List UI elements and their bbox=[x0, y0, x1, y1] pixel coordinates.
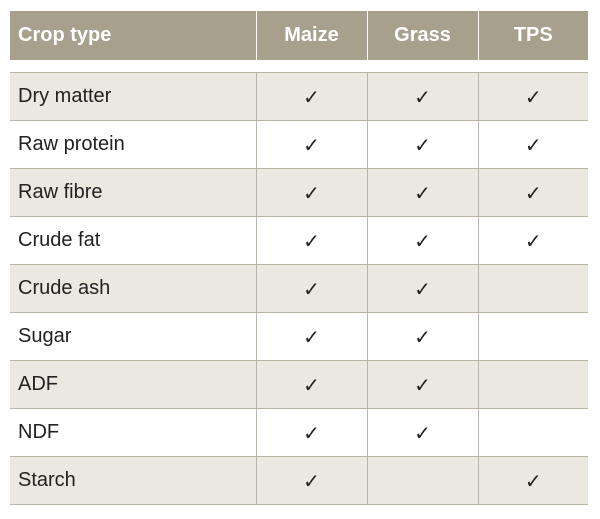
table-row: ADF ✓ ✓ bbox=[10, 360, 588, 409]
tps-check-icon bbox=[478, 312, 588, 361]
table-row: Raw protein ✓ ✓ ✓ bbox=[10, 120, 588, 169]
maize-check-icon: ✓ bbox=[256, 360, 368, 409]
tps-check-icon bbox=[478, 408, 588, 457]
grass-check-icon: ✓ bbox=[367, 360, 479, 409]
table-row: Crude fat ✓ ✓ ✓ bbox=[10, 216, 588, 265]
grass-check-icon: ✓ bbox=[367, 168, 479, 217]
row-label: Raw protein bbox=[10, 120, 257, 169]
grass-check-icon: ✓ bbox=[367, 408, 479, 457]
tps-check-icon: ✓ bbox=[478, 72, 588, 121]
row-label: ADF bbox=[10, 360, 257, 409]
maize-check-icon: ✓ bbox=[256, 216, 368, 265]
crop-analysis-table-wrapper: Crop type Maize Grass TPS Dry matter ✓ ✓ ✓ R… bbox=[10, 11, 588, 505]
maize-check-icon: ✓ bbox=[256, 120, 368, 169]
header-spacer bbox=[10, 60, 588, 73]
row-label: Starch bbox=[10, 456, 257, 505]
row-label: Sugar bbox=[10, 312, 257, 361]
header-tps: TPS bbox=[478, 11, 588, 60]
table-body: Dry matter ✓ ✓ ✓ Raw protein ✓ ✓ ✓ Raw fibre ✓ ✓ ✓ C… bbox=[10, 60, 588, 505]
grass-check-icon bbox=[367, 456, 479, 505]
grass-check-icon: ✓ bbox=[367, 120, 479, 169]
table-row: Dry matter ✓ ✓ ✓ bbox=[10, 72, 588, 121]
tps-check-icon bbox=[478, 264, 588, 313]
grass-check-icon: ✓ bbox=[367, 264, 479, 313]
row-label: Crude fat bbox=[10, 216, 257, 265]
tps-check-icon: ✓ bbox=[478, 120, 588, 169]
table-header: Crop type Maize Grass TPS bbox=[10, 11, 588, 60]
maize-check-icon: ✓ bbox=[256, 456, 368, 505]
tps-check-icon: ✓ bbox=[478, 168, 588, 217]
maize-check-icon: ✓ bbox=[256, 408, 368, 457]
maize-check-icon: ✓ bbox=[256, 264, 368, 313]
row-label: Dry matter bbox=[10, 72, 257, 121]
table-row: Raw fibre ✓ ✓ ✓ bbox=[10, 168, 588, 217]
row-label: Raw fibre bbox=[10, 168, 257, 217]
table-row: Crude ash ✓ ✓ bbox=[10, 264, 588, 313]
tps-check-icon: ✓ bbox=[478, 216, 588, 265]
maize-check-icon: ✓ bbox=[256, 72, 368, 121]
grass-check-icon: ✓ bbox=[367, 312, 479, 361]
table-row: Starch ✓ ✓ bbox=[10, 456, 588, 505]
header-row: Crop type Maize Grass TPS bbox=[10, 11, 588, 60]
crop-analysis-table: Crop type Maize Grass TPS Dry matter ✓ ✓ ✓ R… bbox=[10, 11, 588, 505]
maize-check-icon: ✓ bbox=[256, 312, 368, 361]
grass-check-icon: ✓ bbox=[367, 72, 479, 121]
header-crop-type: Crop type bbox=[10, 11, 257, 60]
row-label: Crude ash bbox=[10, 264, 257, 313]
maize-check-icon: ✓ bbox=[256, 168, 368, 217]
table-row: Sugar ✓ ✓ bbox=[10, 312, 588, 361]
row-label: NDF bbox=[10, 408, 257, 457]
grass-check-icon: ✓ bbox=[367, 216, 479, 265]
tps-check-icon bbox=[478, 360, 588, 409]
header-maize: Maize bbox=[256, 11, 368, 60]
table-row: NDF ✓ ✓ bbox=[10, 408, 588, 457]
tps-check-icon: ✓ bbox=[478, 456, 588, 505]
header-grass: Grass bbox=[367, 11, 479, 60]
